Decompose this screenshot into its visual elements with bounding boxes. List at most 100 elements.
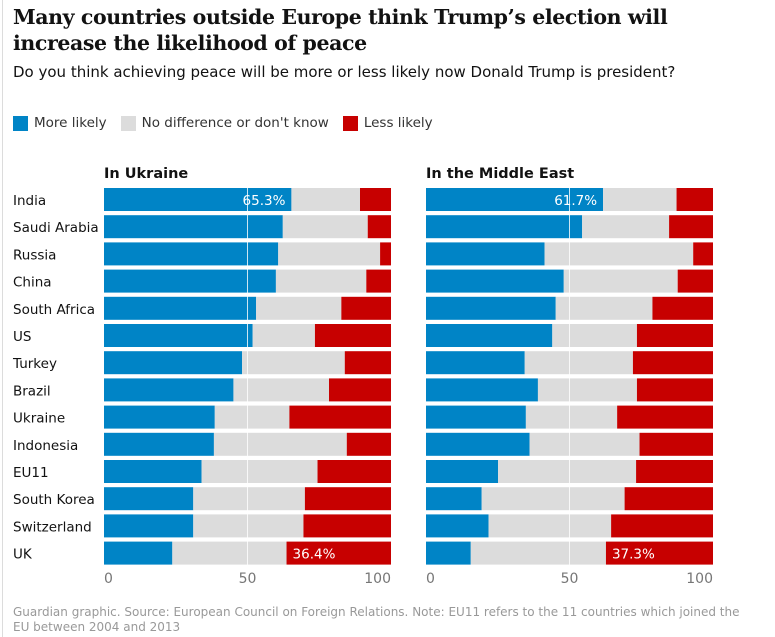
bar-less-likely	[366, 269, 391, 293]
bar-more-likely	[426, 296, 556, 320]
bar-no-difference-or-don-t-know	[282, 215, 368, 239]
bar-more-likely	[426, 460, 499, 483]
bar-no-difference-or-don-t-know	[193, 487, 305, 511]
legend-label: No difference or don't know	[141, 115, 329, 131]
bar-less-likely	[360, 188, 391, 211]
bar-more-likely	[426, 324, 553, 347]
bar-less-likely	[652, 296, 713, 320]
bar-less-likely	[286, 541, 391, 565]
bar-less-likely	[303, 514, 391, 538]
bar-less-likely	[636, 460, 713, 483]
category-label: Ukraine	[13, 411, 65, 427]
category-label: South Africa	[13, 302, 95, 318]
chart-title: Many countries outside Europe think Trum…	[13, 5, 668, 55]
bar-less-likely	[624, 487, 713, 511]
legend-swatch	[120, 115, 136, 131]
bar-less-likely	[304, 487, 391, 511]
legend: More likely No difference or don't know …	[13, 115, 433, 131]
bar-less-likely	[693, 242, 713, 266]
bar-less-likely	[317, 460, 391, 483]
bar-no-difference-or-don-t-know	[603, 188, 677, 211]
bar-more-likely	[104, 487, 194, 511]
category-label: Turkey	[12, 356, 57, 372]
bar-more-likely	[104, 541, 173, 565]
bar-less-likely	[314, 324, 391, 347]
bar-less-likely	[639, 432, 713, 456]
bar-more-likely	[104, 432, 214, 456]
bar-no-difference-or-don-t-know	[488, 514, 612, 538]
bar-no-difference-or-don-t-know	[498, 460, 637, 483]
bar-more-likely	[104, 405, 215, 429]
bar-less-likely	[636, 324, 713, 347]
bar-more-likely	[426, 242, 545, 266]
bar-no-difference-or-don-t-know	[552, 324, 637, 347]
bar-no-difference-or-don-t-know	[481, 487, 625, 511]
legend-item-more-likely: More likely	[13, 115, 107, 131]
bar-less-likely	[605, 541, 713, 565]
bar-no-difference-or-don-t-know	[252, 324, 315, 347]
bar-no-difference-or-don-t-know	[582, 215, 670, 239]
category-label: South Korea	[13, 492, 95, 508]
bar-less-likely	[329, 378, 391, 402]
bar-no-difference-or-don-t-know	[555, 296, 653, 320]
bar-no-difference-or-don-t-know	[193, 514, 304, 538]
bar-less-likely	[380, 242, 391, 266]
bar-more-likely	[426, 351, 525, 375]
x-tick-label: 100	[364, 571, 391, 587]
x-tick-label: 50	[239, 571, 257, 587]
chart-subtitle: Do you think achieving peace will be mor…	[13, 63, 676, 81]
bar-more-likely	[426, 541, 471, 565]
panel-title: In the Middle East	[426, 166, 574, 182]
data-label: 65.3%	[243, 193, 286, 209]
bar-no-difference-or-don-t-know	[524, 351, 633, 375]
bar-more-likely	[426, 269, 564, 293]
bar-less-likely	[341, 296, 391, 320]
frame-border	[2, 0, 3, 637]
bar-less-likely	[676, 188, 713, 211]
bar-more-likely	[104, 514, 194, 538]
bar-no-difference-or-don-t-know	[291, 188, 361, 211]
bar-no-difference-or-don-t-know	[544, 242, 694, 266]
category-label: Switzerland	[13, 519, 92, 535]
bar-more-likely	[426, 432, 530, 456]
bar-more-likely	[426, 514, 489, 538]
bar-less-likely	[346, 432, 391, 456]
bar-more-likely	[104, 269, 276, 293]
legend-label: More likely	[34, 115, 107, 131]
category-label: China	[13, 275, 52, 291]
bar-no-difference-or-don-t-know	[172, 541, 287, 565]
bar-no-difference-or-don-t-know	[470, 541, 606, 565]
bar-less-likely	[617, 405, 713, 429]
bar-less-likely	[289, 405, 391, 429]
bar-less-likely	[611, 514, 713, 538]
footer-source: Guardian graphic. Source: European Counc…	[13, 605, 740, 634]
data-label: 36.4%	[293, 547, 336, 563]
bar-more-likely	[104, 351, 243, 375]
bar-no-difference-or-don-t-know	[525, 405, 618, 429]
data-label: 37.3%	[612, 547, 655, 563]
category-label: Brazil	[13, 383, 51, 399]
legend-item-no-difference: No difference or don't know	[120, 115, 329, 131]
bar-more-likely	[426, 188, 604, 211]
legend-label: Less likely	[363, 115, 433, 131]
bar-more-likely	[104, 188, 292, 211]
bar-less-likely	[677, 269, 713, 293]
category-label: Russia	[13, 247, 56, 263]
bar-no-difference-or-don-t-know	[537, 378, 637, 402]
panel-title: In Ukraine	[104, 166, 188, 182]
x-tick-label: 0	[104, 571, 113, 587]
bar-less-likely	[344, 351, 391, 375]
bar-no-difference-or-don-t-know	[275, 269, 367, 293]
legend-swatch	[342, 115, 358, 131]
bar-more-likely	[104, 324, 253, 347]
bar-less-likely	[669, 215, 713, 239]
legend-item-less-likely: Less likely	[342, 115, 433, 131]
category-label: India	[13, 193, 46, 209]
bar-more-likely	[426, 487, 482, 511]
bar-no-difference-or-don-t-know	[278, 242, 381, 266]
x-tick-label: 50	[561, 571, 579, 587]
category-label: Saudi Arabia	[13, 220, 99, 236]
x-tick-label: 0	[426, 571, 435, 587]
bar-more-likely	[104, 378, 234, 402]
